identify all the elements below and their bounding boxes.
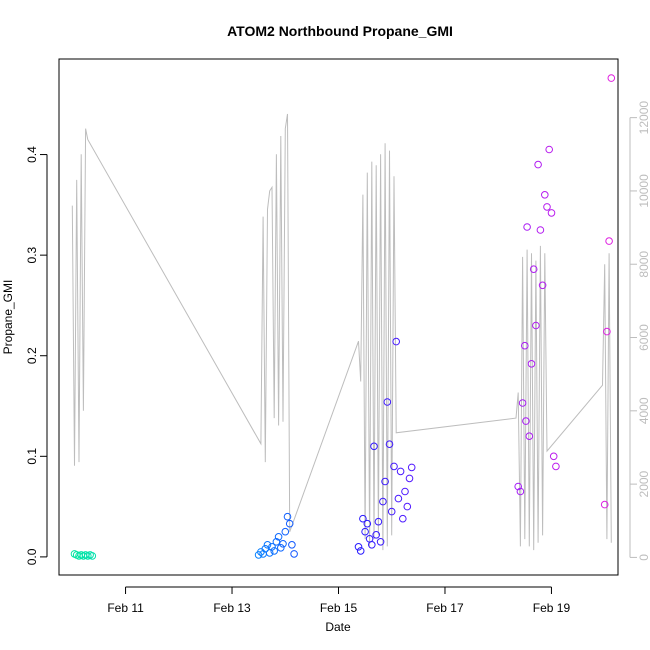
data-point xyxy=(401,487,409,496)
data-point xyxy=(354,543,363,551)
data-point xyxy=(541,191,549,199)
data-point xyxy=(549,452,558,461)
data-point xyxy=(263,541,272,549)
y-axis-label: Propane_GMI xyxy=(1,280,15,355)
x-tick-label: Feb 17 xyxy=(426,601,464,615)
data-point xyxy=(270,547,279,555)
data-point xyxy=(359,514,367,523)
data-point xyxy=(283,512,292,521)
data-point xyxy=(605,237,613,245)
data-point xyxy=(552,462,560,471)
secondary-series-line xyxy=(71,113,612,551)
x-tick-label: Feb 19 xyxy=(533,601,571,615)
data-point xyxy=(532,321,540,330)
secondary-line-path xyxy=(71,113,612,551)
data-point xyxy=(387,507,396,516)
data-point xyxy=(514,482,523,491)
data-point xyxy=(374,517,383,526)
y2-tick-label: 4000 xyxy=(637,397,650,424)
plot-frame xyxy=(58,58,619,576)
data-point xyxy=(279,540,287,548)
data-point xyxy=(277,544,285,552)
x-tick-label: Feb 13 xyxy=(213,601,251,615)
data-point xyxy=(356,547,365,555)
x-axis-label: Date xyxy=(325,620,351,634)
data-point xyxy=(516,487,525,496)
y-tick-label: 0.1 xyxy=(25,448,39,465)
data-point xyxy=(376,538,385,546)
y-tick-label: 0.4 xyxy=(25,146,39,163)
data-points xyxy=(70,74,616,560)
data-point xyxy=(536,226,545,234)
data-point xyxy=(261,545,270,553)
y2-tick-label: 12000 xyxy=(637,101,650,135)
data-point xyxy=(288,541,296,549)
data-point xyxy=(529,265,538,274)
y-tick-label: 0.2 xyxy=(25,347,39,364)
y2-axis: 0 2000 4000 6000 8000 10000 12000 xyxy=(629,101,650,561)
data-point xyxy=(396,467,405,476)
data-point xyxy=(372,531,381,539)
y-tick-label: 0.3 xyxy=(25,246,39,263)
data-point xyxy=(522,417,530,425)
data-point xyxy=(399,514,407,523)
data-point xyxy=(281,527,290,536)
data-point xyxy=(274,533,283,541)
chart-title: ATOM2 Northbound Propane_GMI xyxy=(227,23,453,39)
data-point xyxy=(534,160,542,169)
data-point xyxy=(407,463,416,472)
data-point xyxy=(381,477,389,486)
data-point xyxy=(268,543,276,551)
data-point xyxy=(603,327,611,336)
data-point xyxy=(385,440,394,449)
data-point xyxy=(527,360,536,368)
x-axis: Feb 11 Feb 13 Feb 15 Feb 17 Feb 19 xyxy=(107,586,571,615)
data-point xyxy=(88,552,97,560)
data-point xyxy=(543,203,551,211)
data-point xyxy=(547,209,556,217)
x-tick-label: Feb 15 xyxy=(320,601,358,615)
data-point xyxy=(368,541,376,549)
y-axis: 0.0 0.1 0.2 0.3 0.4 xyxy=(25,146,48,565)
data-point xyxy=(600,500,609,509)
data-point xyxy=(363,519,372,528)
y2-tick-label: 10000 xyxy=(637,174,650,208)
data-point xyxy=(523,223,531,231)
data-point xyxy=(607,74,616,82)
data-point xyxy=(272,538,281,546)
data-point xyxy=(390,462,398,471)
data-point xyxy=(285,519,294,528)
y2-tick-label: 6000 xyxy=(637,324,650,351)
y2-tick-label: 2000 xyxy=(637,470,650,497)
data-point xyxy=(521,341,529,350)
x-tick-label: Feb 11 xyxy=(107,601,144,615)
data-point xyxy=(290,550,298,558)
y2-tick-label: 0 xyxy=(637,554,650,561)
y2-tick-label: 8000 xyxy=(637,251,650,278)
data-point xyxy=(361,527,369,536)
data-point xyxy=(525,432,534,441)
data-point xyxy=(379,497,387,506)
data-point xyxy=(538,281,547,290)
data-point xyxy=(403,502,412,511)
data-point xyxy=(370,442,378,451)
data-point xyxy=(545,145,554,154)
data-point xyxy=(518,399,527,407)
y-tick-label: 0.0 xyxy=(25,548,39,565)
data-point xyxy=(405,474,414,483)
data-point xyxy=(383,398,392,406)
data-point xyxy=(394,494,403,503)
data-point xyxy=(392,337,401,346)
